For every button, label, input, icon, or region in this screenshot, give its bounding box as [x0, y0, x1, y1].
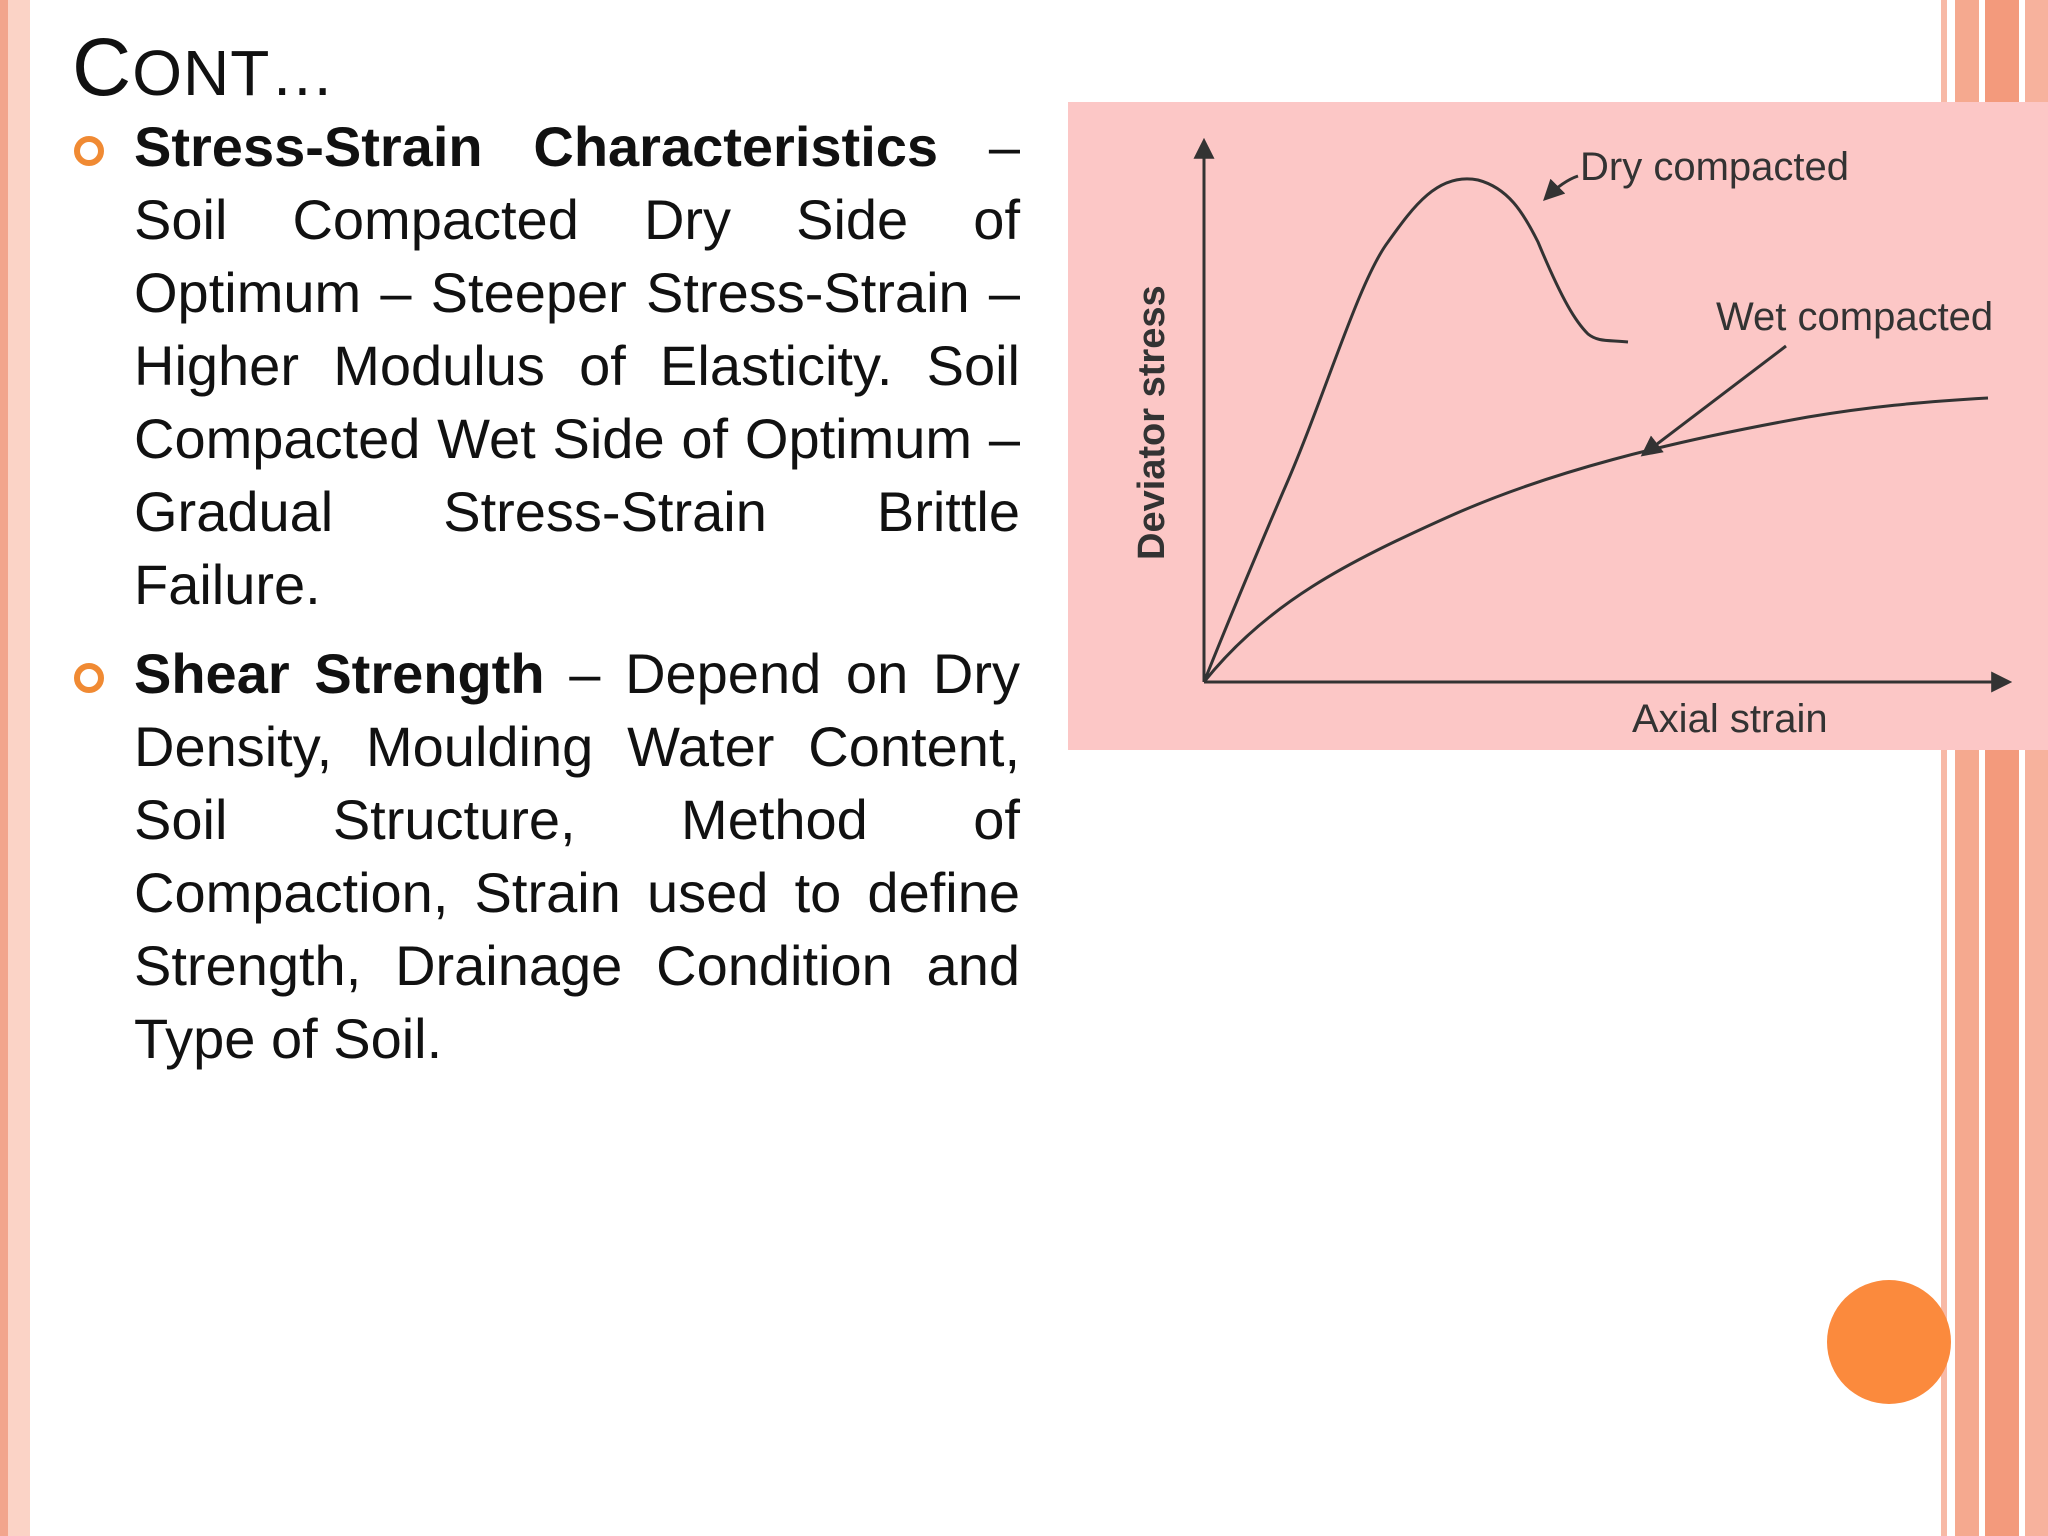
diagram-svg: Dry compacted Wet compacted Axial strain… [1131, 137, 2013, 741]
bullet-list: Stress-Strain Characteristics – Soil Com… [70, 110, 1020, 1075]
bullet-text: – Soil Compacted Dry Side of Optimum – S… [134, 115, 1020, 616]
bullet-ring-icon [74, 136, 104, 166]
dry-label-arrow [1543, 174, 1579, 201]
dry-compacted-label: Dry compacted [1580, 145, 1849, 189]
dry-compacted-curve [1202, 177, 1629, 683]
decorative-orange-dot [1827, 1280, 1951, 1404]
slide-title: CONT… [72, 18, 335, 123]
bullet-ring-icon [74, 663, 104, 693]
wet-compacted-curve [1202, 396, 1989, 683]
y-axis-label: Deviator stress [1131, 285, 1173, 560]
bullet-stress-strain: Stress-Strain Characteristics – Soil Com… [70, 110, 1020, 621]
bullet-text: – Depend on Dry Density, Moulding Water … [134, 642, 1021, 1070]
left-border-stripe [0, 0, 30, 1536]
wet-label-arrow [1640, 344, 1787, 457]
slide-title-rest: ONT… [132, 37, 336, 109]
bullet-term: Shear Strength [134, 642, 545, 705]
bullet-shear-strength: Shear Strength – Depend on Dry Density, … [70, 637, 1020, 1075]
x-axis-label: Axial strain [1632, 697, 1828, 741]
slide-title-initial: C [72, 22, 133, 113]
bullet-term: Stress-Strain Characteristics [134, 115, 939, 178]
stress-strain-diagram: Dry compacted Wet compacted Axial strain… [1068, 102, 2048, 750]
wet-compacted-label: Wet compacted [1716, 295, 1993, 339]
